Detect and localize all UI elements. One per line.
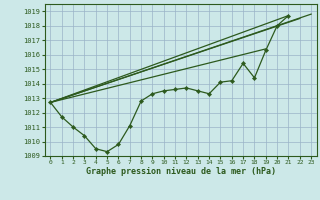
X-axis label: Graphe pression niveau de la mer (hPa): Graphe pression niveau de la mer (hPa)	[86, 167, 276, 176]
